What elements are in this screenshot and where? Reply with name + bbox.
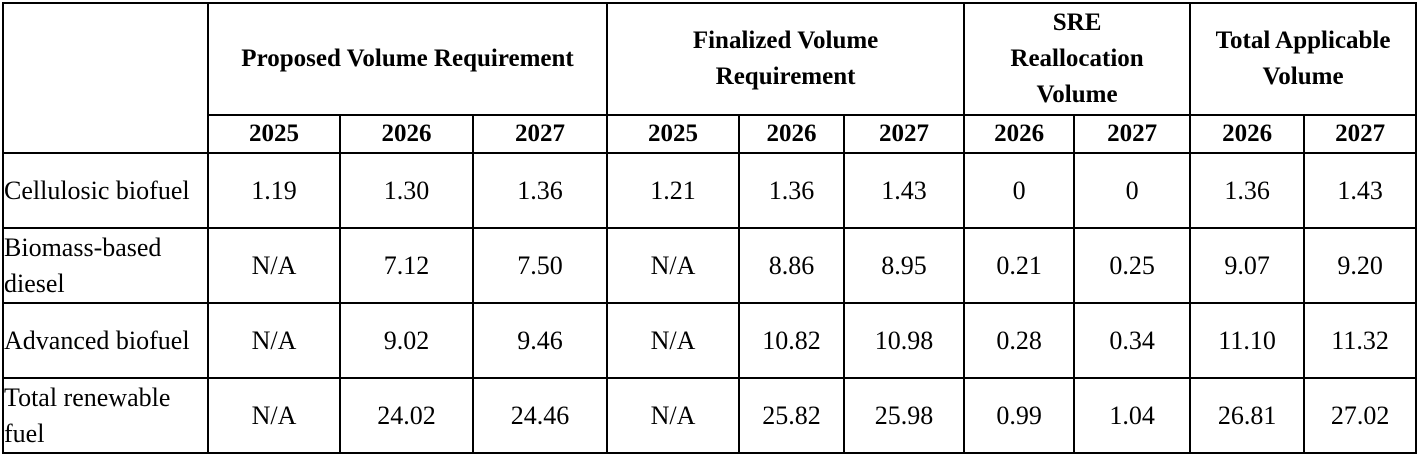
value-cell: N/A xyxy=(207,227,341,304)
value-cell: N/A xyxy=(606,377,741,454)
group-header: Proposed Volume Requirement xyxy=(206,2,609,116)
year-header: 2026 xyxy=(1189,114,1306,154)
value-cell: 0.99 xyxy=(963,377,1076,454)
row-label: Cellulosic biofuel xyxy=(2,152,209,229)
table-row: Total renewable fuel N/A 24.02 24.46 N/A 25.8… xyxy=(2,377,1418,454)
value-cell: 1.21 xyxy=(606,152,741,229)
table-row: Advanced biofuel N/A 9.02 9.46 N/A 10.82 10.98… xyxy=(2,302,1418,379)
corner-cell xyxy=(2,2,209,154)
value-cell: 10.82 xyxy=(738,302,846,379)
value-cell: 9.46 xyxy=(471,302,609,379)
year-header: 2026 xyxy=(738,114,846,154)
value-cell: 1.30 xyxy=(339,152,474,229)
value-cell: 10.98 xyxy=(843,302,966,379)
value-cell: 0.34 xyxy=(1073,302,1192,379)
table-row: Biomass-based diesel N/A 7.12 7.50 N/A 8.86 8.… xyxy=(2,227,1418,304)
value-cell: 0.25 xyxy=(1073,227,1192,304)
value-cell: 7.12 xyxy=(339,227,474,304)
value-cell: 24.46 xyxy=(471,377,609,454)
value-cell: N/A xyxy=(207,302,341,379)
value-cell: N/A xyxy=(606,302,741,379)
year-header: 2027 xyxy=(1303,114,1418,154)
value-cell: 7.50 xyxy=(471,227,609,304)
value-cell: 9.20 xyxy=(1303,227,1418,304)
year-header: 2027 xyxy=(843,114,966,154)
group-header: Total Applicable Volume xyxy=(1189,2,1418,116)
year-header: 2025 xyxy=(606,114,741,154)
value-cell: 0 xyxy=(963,152,1076,229)
value-cell: 25.82 xyxy=(738,377,846,454)
year-header: 2025 xyxy=(207,114,341,154)
row-label: Total renewable fuel xyxy=(2,377,209,454)
value-cell: 27.02 xyxy=(1303,377,1418,454)
value-cell: 8.95 xyxy=(843,227,966,304)
group-header-row: Proposed Volume Requirement Finalized Vol… xyxy=(2,2,1418,154)
group-header: SRE Reallocation Volume xyxy=(963,2,1192,116)
value-cell: 24.02 xyxy=(339,377,474,454)
year-header: 2026 xyxy=(963,114,1076,154)
value-cell: 9.02 xyxy=(339,302,474,379)
table-body: Cellulosic biofuel 1.19 1.30 1.36 1.21 1.36 1.… xyxy=(2,152,1418,454)
value-cell: 11.10 xyxy=(1189,302,1306,379)
row-label: Advanced biofuel xyxy=(2,302,209,379)
value-cell: 1.36 xyxy=(738,152,846,229)
table-row: Cellulosic biofuel 1.19 1.30 1.36 1.21 1.36 1.… xyxy=(2,152,1418,229)
year-header: 2026 xyxy=(339,114,474,154)
value-cell: 9.07 xyxy=(1189,227,1306,304)
value-cell: N/A xyxy=(207,377,341,454)
year-header-row: 2025 2026 2027 2025 2026 2027 2026 2027 2026 2027 xyxy=(3,114,1418,154)
volume-table: Proposed Volume Requirement Finalized Vol… xyxy=(2,2,1418,454)
year-header: 2027 xyxy=(471,114,609,154)
value-cell: 1.36 xyxy=(471,152,609,229)
value-cell: 26.81 xyxy=(1189,377,1306,454)
value-cell: 1.19 xyxy=(207,152,341,229)
value-cell: 8.86 xyxy=(738,227,846,304)
value-cell: 0.28 xyxy=(963,302,1076,379)
value-cell: 0 xyxy=(1073,152,1192,229)
value-cell: N/A xyxy=(606,227,741,304)
value-cell: 1.36 xyxy=(1189,152,1306,229)
year-header: 2027 xyxy=(1073,114,1192,154)
row-label: Biomass-based diesel xyxy=(2,227,209,304)
value-cell: 1.04 xyxy=(1073,377,1192,454)
value-cell: 1.43 xyxy=(1303,152,1418,229)
value-cell: 25.98 xyxy=(843,377,966,454)
value-cell: 1.43 xyxy=(843,152,966,229)
value-cell: 0.21 xyxy=(963,227,1076,304)
group-header: Finalized Volume Requirement xyxy=(606,2,966,116)
value-cell: 11.32 xyxy=(1303,302,1418,379)
